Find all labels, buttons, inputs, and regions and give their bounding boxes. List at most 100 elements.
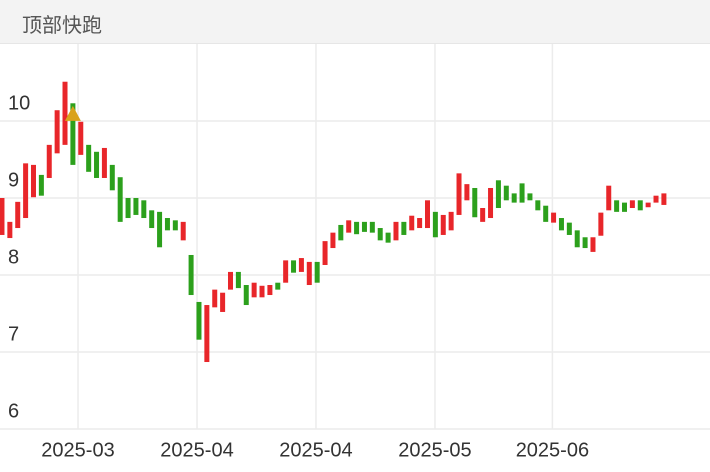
candle-body (503, 185, 509, 201)
candle-body (464, 184, 470, 201)
candle-body (275, 282, 281, 290)
x-tick-label: 2025-04 (279, 439, 352, 461)
candle-body (346, 220, 352, 233)
candle-body (291, 260, 297, 273)
candle-body (558, 218, 564, 231)
candle-body (472, 187, 478, 218)
candle-body (141, 200, 147, 219)
candle-body (23, 163, 29, 219)
candle-body (15, 201, 21, 229)
candle-body (267, 285, 273, 296)
candle-body (527, 193, 533, 201)
candle-body (101, 147, 107, 178)
candle-body (361, 221, 367, 232)
candle-body (629, 200, 635, 209)
candle-body (409, 215, 415, 231)
candle-body (235, 271, 241, 289)
candle-body (38, 174, 44, 196)
candle-body (448, 211, 454, 231)
candle-body (62, 81, 68, 145)
candle-body (188, 254, 194, 296)
candle-body (566, 222, 572, 235)
candle-body (86, 144, 92, 172)
candle-body (338, 224, 344, 241)
candle-body (243, 285, 249, 306)
candle-body (417, 218, 423, 229)
candle-body (488, 187, 494, 219)
candle-body (369, 221, 375, 233)
candle-body (283, 260, 289, 283)
x-tick-label: 2025-05 (398, 439, 471, 461)
candle-body (456, 173, 462, 215)
candle-body (432, 211, 438, 238)
marker (64, 105, 81, 121)
candle-body (645, 202, 651, 208)
y-tick-label: 7 (8, 323, 19, 345)
candle-body (614, 200, 620, 212)
candle-body (543, 205, 549, 222)
candle-body (164, 218, 170, 231)
x-tick-label: 2025-03 (41, 439, 114, 461)
candle-body (574, 230, 580, 248)
candle-body (251, 282, 257, 298)
candle-body (637, 200, 643, 211)
candle-body (322, 241, 328, 265)
candle-body (109, 164, 115, 191)
candle-body (622, 202, 628, 212)
candle-body (306, 261, 312, 286)
y-tick-label: 6 (8, 400, 19, 422)
candle-body (440, 214, 446, 235)
candle-body (551, 212, 557, 223)
candle-body (157, 211, 163, 248)
candle-body (30, 164, 36, 198)
title: 顶部快跑 (22, 15, 102, 37)
candle-body (204, 305, 210, 363)
candle-body (117, 177, 123, 222)
candle-body (298, 258, 304, 272)
candle-body (653, 195, 659, 203)
candle-body (70, 103, 76, 165)
candle-body (495, 180, 501, 209)
candle-body (519, 183, 525, 203)
x-tick-label: 2025-06 (516, 439, 589, 461)
candle-body (0, 198, 5, 235)
candle-body (606, 185, 612, 211)
candle-body (212, 289, 218, 308)
candle-body (354, 221, 360, 235)
candle-body (385, 232, 391, 243)
candle-body (7, 221, 13, 239)
candle-body (94, 151, 100, 178)
x-tick-label: 2025-04 (160, 439, 233, 461)
candle-body (196, 301, 202, 340)
candle-body (54, 110, 60, 154)
candle-body (133, 198, 139, 215)
candle-body (220, 292, 226, 312)
candle-body (393, 221, 399, 241)
candle-body (180, 221, 186, 241)
candle-body (511, 193, 517, 203)
candle-body (424, 200, 430, 229)
candle-body (582, 237, 588, 249)
candle-body (535, 200, 541, 211)
candle-body (314, 261, 320, 283)
candle-body (227, 271, 233, 290)
candle-body (590, 237, 596, 252)
header: 顶部快跑 (0, 0, 710, 44)
y-tick-label: 8 (8, 246, 19, 268)
candle-body (78, 121, 84, 155)
candle-body (125, 198, 131, 219)
candle-body (377, 228, 383, 241)
candle-body (149, 210, 155, 229)
candle-body (401, 221, 407, 235)
candle-body (259, 285, 265, 298)
y-tick-label: 10 (8, 92, 30, 114)
y-tick-label: 9 (8, 169, 19, 191)
candle-body (661, 193, 667, 205)
candle-body (480, 208, 486, 222)
candle-body (598, 212, 604, 236)
candle-body (46, 144, 52, 178)
candle-body (172, 220, 178, 231)
candle-body (330, 232, 336, 249)
